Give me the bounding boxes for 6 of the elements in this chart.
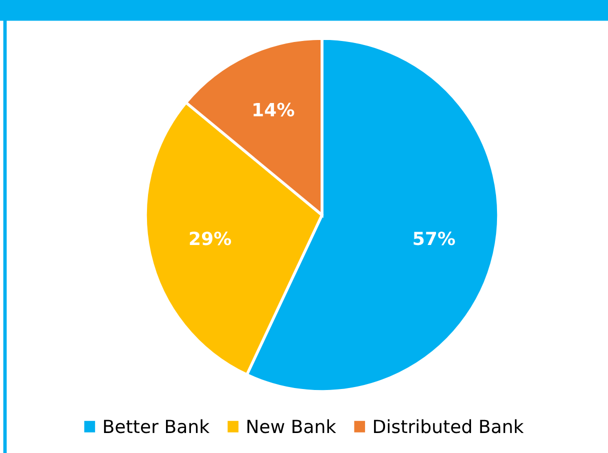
legend-label: Better Bank bbox=[104, 419, 210, 434]
legend-label: Distributed Bank bbox=[374, 419, 524, 434]
data-label: 14% bbox=[254, 102, 294, 116]
data-label: 57% bbox=[414, 232, 455, 246]
legend-label: New Bank bbox=[247, 419, 336, 434]
data-label: 29% bbox=[190, 232, 232, 246]
